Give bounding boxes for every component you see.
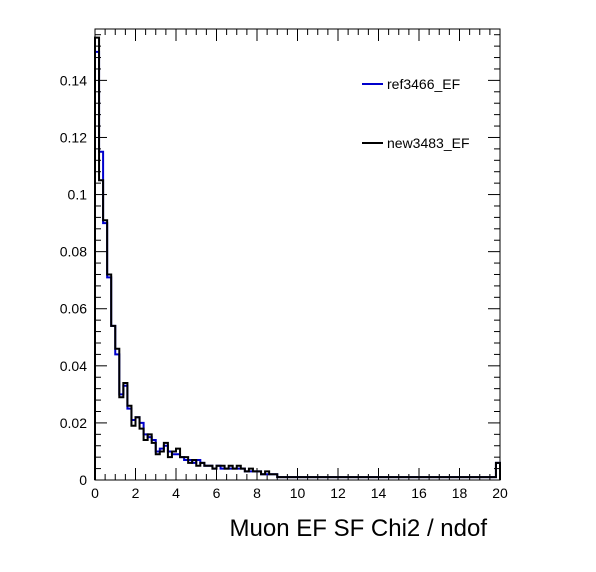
y-axis-ticks: 0 0.02 0.04 0.06 0.08 0.1 0.12 0.14 xyxy=(60,34,500,488)
x-tick-label: 4 xyxy=(172,485,180,501)
histogram-series xyxy=(94,36,501,480)
y-tick-label: 0 xyxy=(79,472,87,488)
x-tick-label: 14 xyxy=(371,485,387,501)
y-tick-label: 0.14 xyxy=(60,72,87,88)
x-tick-label: 18 xyxy=(452,485,468,501)
y-tick-label: 0.02 xyxy=(60,415,87,431)
x-tick-label: 8 xyxy=(253,485,261,501)
x-axis-title: Muon EF SF Chi2 / ndof xyxy=(230,515,488,542)
y-tick-label: 0.04 xyxy=(60,358,87,374)
y-tick-label: 0.06 xyxy=(60,301,87,317)
y-tick-label: 0.12 xyxy=(60,129,87,145)
legend-label-ref3466: ref3466_EF xyxy=(387,76,460,92)
x-axis-ticks: 0 2 4 6 8 10 12 14 16 18 20 xyxy=(91,29,508,501)
legend: ref3466_EF new3483_EF xyxy=(357,58,485,168)
y-tick-label: 0.1 xyxy=(68,187,88,203)
legend-box xyxy=(357,58,485,168)
x-tick-label: 2 xyxy=(132,485,140,501)
x-tick-label: 10 xyxy=(290,485,306,501)
legend-label-new3483: new3483_EF xyxy=(387,135,470,151)
x-tick-label: 0 xyxy=(91,485,99,501)
y-tick-label: 0.08 xyxy=(60,244,87,260)
x-tick-label: 16 xyxy=(411,485,427,501)
series-line-new3483_EF xyxy=(94,36,501,480)
x-tick-label: 12 xyxy=(330,485,346,501)
x-tick-label: 20 xyxy=(492,485,508,501)
x-tick-label: 6 xyxy=(213,485,221,501)
